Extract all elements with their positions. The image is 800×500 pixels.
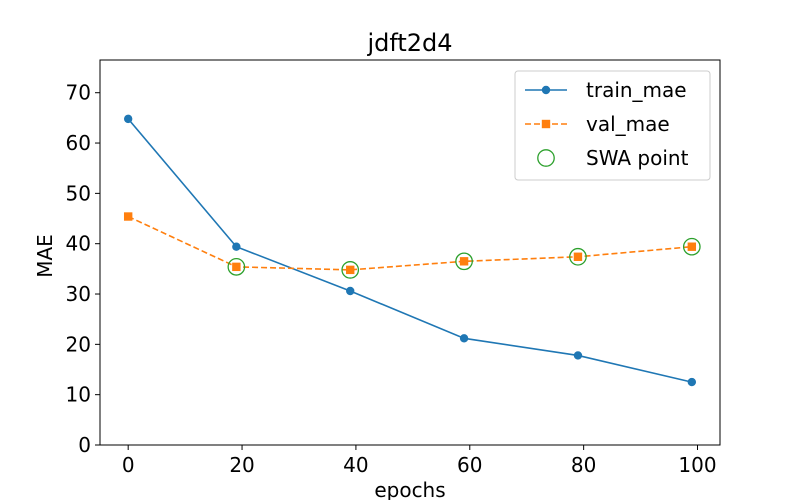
- y-tick-label: 0: [78, 433, 91, 457]
- legend-entry: SWA point: [537, 146, 689, 170]
- axes-frame: [99, 59, 721, 446]
- x-tick-label: 100: [678, 453, 716, 477]
- series-line: [127, 118, 693, 383]
- data-point: [569, 247, 587, 266]
- legend-marker: [541, 85, 551, 95]
- x-tick-label: 80: [571, 453, 596, 477]
- data-point: [687, 377, 697, 387]
- legend: train_mae val_mae SWA point: [514, 70, 711, 181]
- legend-entry: val_mae: [525, 112, 670, 136]
- data-point: [232, 262, 241, 272]
- series-val_mae: [123, 212, 697, 275]
- data-point: [687, 242, 697, 251]
- legend-label: SWA point: [586, 146, 689, 170]
- data-point: [459, 257, 469, 266]
- plot-area: 0 20 40 60 80 100 0 10 20 30 40 50 60 70: [66, 59, 721, 477]
- legend-label: train_mae: [586, 78, 687, 102]
- data-point: [573, 252, 583, 261]
- x-tick-label: 0: [122, 453, 135, 477]
- data-point: [459, 334, 469, 343]
- data-point: [682, 237, 701, 256]
- series-swa-point: [227, 237, 701, 279]
- data-point: [341, 261, 360, 279]
- x-tick-label: 20: [229, 453, 254, 477]
- chart-title: jdft2d4: [366, 29, 452, 57]
- y-tick-label: 50: [66, 181, 91, 205]
- data-point: [232, 242, 241, 251]
- y-tick-label: 30: [66, 282, 91, 306]
- y-tick-label: 70: [66, 81, 91, 105]
- data-point: [227, 257, 246, 276]
- y-axis-label: MAE: [33, 234, 57, 278]
- x-tick-label: 40: [343, 453, 368, 477]
- legend-marker: [537, 149, 555, 167]
- legend-marker: [541, 119, 551, 129]
- y-tick-label: 60: [66, 131, 91, 155]
- x-axis-label: epochs: [374, 478, 445, 500]
- data-point: [346, 265, 355, 275]
- data-point: [123, 114, 133, 124]
- y-tick-label: 40: [66, 232, 91, 256]
- data-point: [573, 351, 583, 360]
- x-tick-label: 60: [457, 453, 482, 477]
- data-point: [346, 286, 355, 296]
- legend-entry: train_mae: [525, 78, 687, 102]
- legend-box: [514, 70, 711, 181]
- y-tick-label: 10: [66, 383, 91, 407]
- data-point: [455, 252, 473, 271]
- series-train_mae: [123, 114, 697, 387]
- legend-label: val_mae: [586, 112, 670, 136]
- y-tick-label: 20: [66, 332, 91, 356]
- data-point: [123, 212, 133, 221]
- series-line: [127, 215, 692, 271]
